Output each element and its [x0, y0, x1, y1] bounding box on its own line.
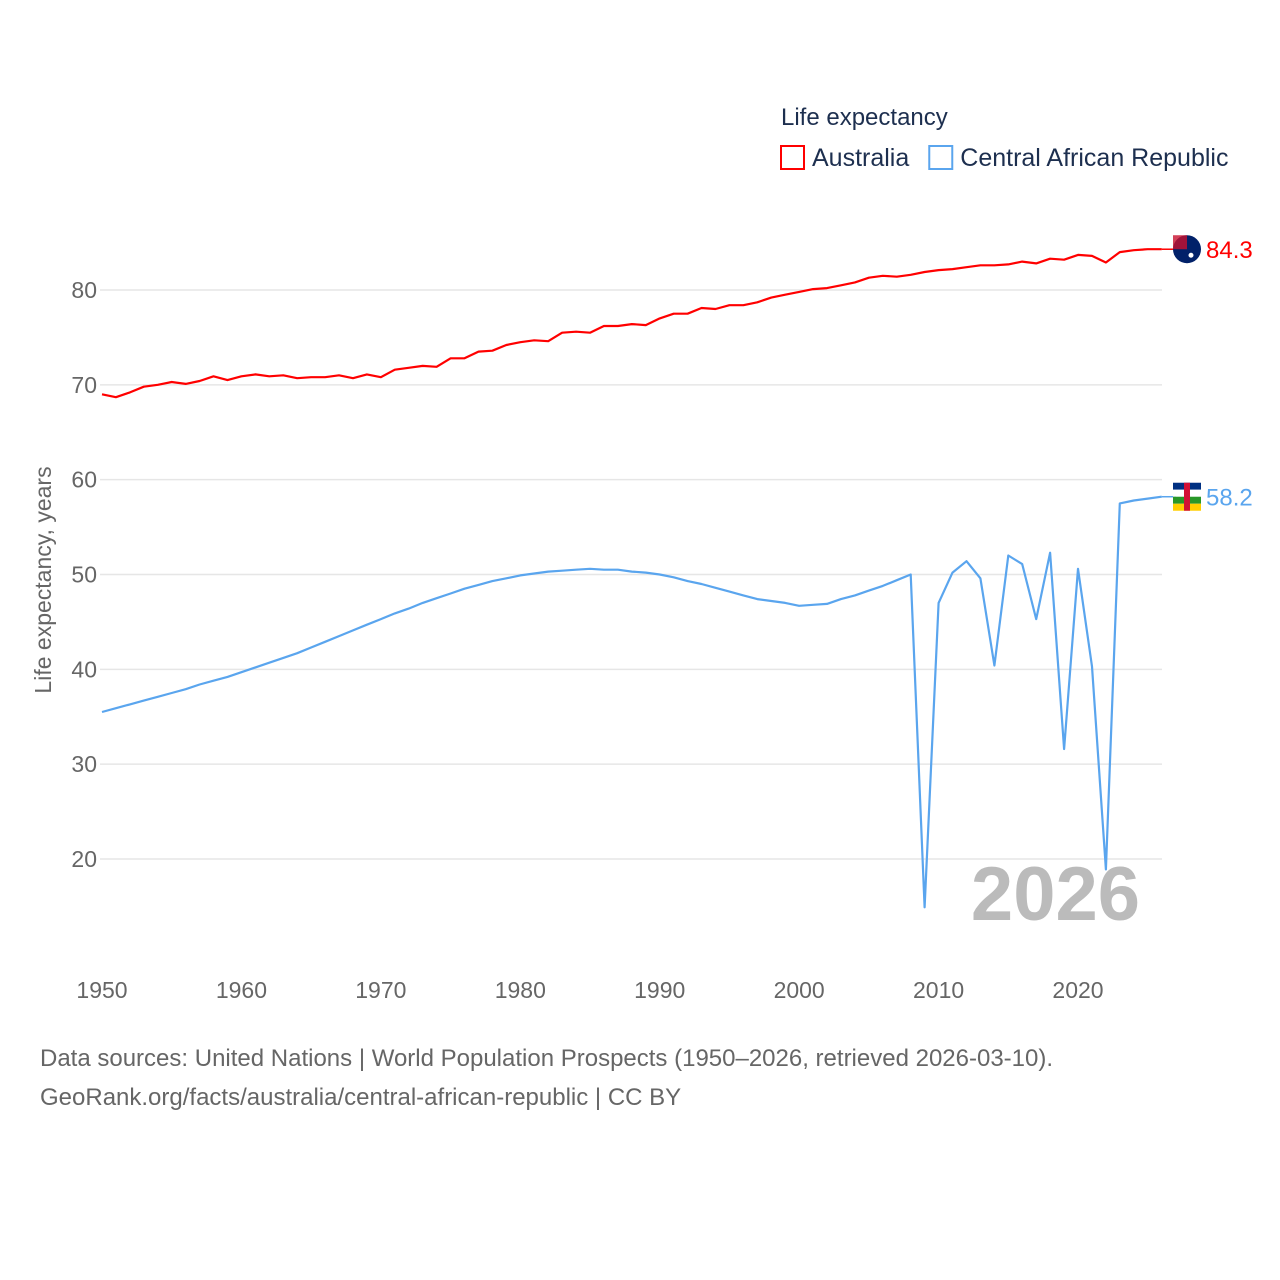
y-axis-label: Life expectancy, years [30, 466, 56, 693]
y-tick-label: 40 [71, 656, 97, 682]
australia-flag-icon [1173, 235, 1201, 264]
x-tick-label: 1950 [76, 977, 127, 1003]
series-line-australia [101, 248, 1162, 399]
x-tick-label: 1980 [495, 977, 546, 1003]
y-tick-label: 80 [71, 277, 97, 303]
year-watermark: 2026 [971, 852, 1140, 937]
end-value-label: 84.3 [1206, 237, 1253, 264]
x-tick-label: 2010 [913, 977, 964, 1003]
y-tick-label: 60 [71, 467, 97, 493]
flag-union [1173, 235, 1187, 250]
y-tick-label: 30 [71, 751, 97, 777]
flag-band [1184, 482, 1190, 511]
flag-star [1188, 252, 1194, 258]
data-sources: Data sources: United Nations | World Pop… [40, 1045, 1054, 1072]
y-tick-label: 50 [71, 561, 97, 587]
legend-swatch [928, 145, 954, 170]
y-tick-label: 70 [71, 372, 97, 398]
legend-label: Australia [812, 144, 909, 172]
end-value-label: 58.2 [1206, 485, 1253, 512]
legend-label: Central African Republic [960, 144, 1228, 172]
source-link[interactable]: GeoRank.org/facts/australia/central-afri… [40, 1084, 682, 1111]
y-tick-label: 20 [71, 846, 97, 872]
x-tick-label: 2020 [1052, 977, 1103, 1003]
legend-title: Life expectancy [781, 104, 948, 131]
x-tick-label: 1970 [355, 977, 406, 1003]
x-tick-label: 1960 [216, 977, 267, 1003]
series-line-central-african-republic [101, 495, 1162, 909]
x-tick-label: 1990 [634, 977, 685, 1003]
legend-swatch [780, 145, 805, 170]
car-flag-icon [1173, 482, 1201, 511]
x-tick-label: 2000 [774, 977, 825, 1003]
